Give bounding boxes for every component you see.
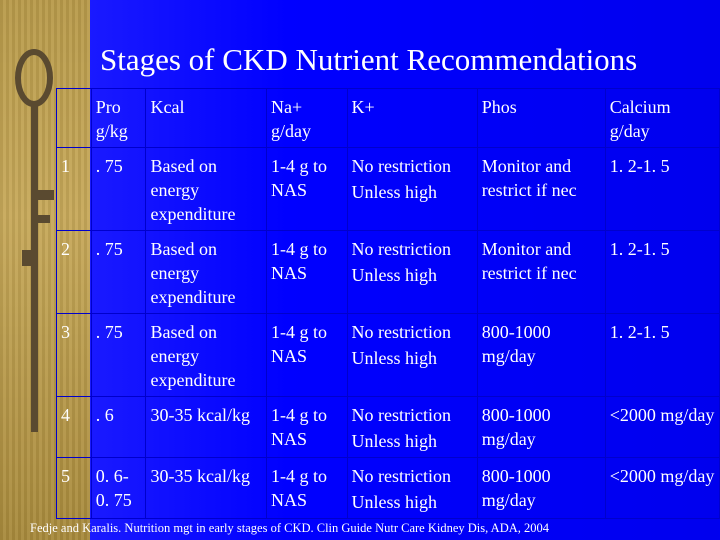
kcal-cell: 30-35 kcal/kg [145,396,268,458]
potassium-cell: No restriction Unless high [346,230,478,314]
potassium-condition: Unless high [351,265,438,285]
potassium-cell: No restriction Unless high [346,457,478,519]
potassium-cell: No restriction Unless high [346,313,478,397]
phos-cell: 800-1000 mg/day [476,457,606,519]
table-row: 2. 75 Based on energy expenditure 1-4 g to… [56,230,720,314]
potassium-cell: No restriction Unless high [346,147,478,231]
header-cell [56,88,92,148]
phos-cell: 800-1000 mg/day [476,313,606,397]
key-icon [15,49,54,432]
potassium-condition: Unless high [351,431,438,451]
header-cell: Kcal [145,88,268,148]
kcal-cell: 30-35 kcal/kg [145,457,268,519]
pro-cell: . 6 [90,396,147,458]
table-row: 3. 75 Based on energy expenditure 1-4 g to… [56,313,720,397]
citation-footer: Fedje and Karalis. Nutrition mgt in earl… [30,521,550,535]
ca-cell: 1. 2-1. 5 [604,313,720,397]
kcal-cell: Based on energy expenditure [145,313,268,397]
phos-cell: Monitor and restrict if nec [476,147,606,231]
ca-cell: 1. 2-1. 5 [604,147,720,231]
potassium-condition: Unless high [351,348,438,368]
ca-cell: <2000 mg/day [604,457,720,519]
header-cell: Calcium g/day [604,88,720,148]
ca-cell: <2000 mg/day [604,396,720,458]
table-row: 5 0. 6-0. 75 30-35 kcal/kg 1-4 g to NAS No r… [56,457,720,519]
potassium-condition: Unless high [351,492,438,512]
potassium-condition: Unless high [351,182,438,202]
potassium-restriction: No restriction [351,322,451,342]
na-cell: 1-4 g to NAS [266,313,348,397]
table-row: 4. 6 30-35 kcal/kg 1-4 g to NAS No restrict… [56,396,720,458]
ca-cell: 1. 2-1. 5 [604,230,720,314]
kcal-cell: Based on energy expenditure [145,147,268,231]
header-cell: Na+ g/day [266,88,348,148]
pro-cell: 0. 6-0. 75 [90,457,147,519]
potassium-restriction: No restriction [351,239,451,259]
potassium-cell: No restriction Unless high [346,396,478,458]
table-header-row: Pro g/kg Kcal Na+ g/day K+ Phos Calcium g/day [56,88,720,148]
phos-cell: Monitor and restrict if nec [476,230,606,314]
stage-cell: 5 [56,457,92,519]
nutrient-table: Pro g/kg Kcal Na+ g/day K+ Phos Calcium g/day 1. … [56,88,720,519]
header-cell: Pro g/kg [90,88,147,148]
potassium-restriction: No restriction [351,405,451,425]
potassium-restriction: No restriction [351,466,451,486]
table-row: 1. 75 Based on energy expenditure 1-4 g to… [56,147,720,231]
slide-title: Stages of CKD Nutrient Recommendations [100,42,638,77]
potassium-restriction: No restriction [351,156,451,176]
header-cell: K+ [346,88,478,148]
na-cell: 1-4 g to NAS [266,147,348,231]
stage-cell: 4 [56,396,92,458]
pro-cell: . 75 [90,313,147,397]
stage-cell: 2 [56,230,92,314]
stage-cell: 3 [56,313,92,397]
kcal-cell: Based on energy expenditure [145,230,268,314]
pro-cell: . 75 [90,147,147,231]
header-cell: Phos [476,88,606,148]
na-cell: 1-4 g to NAS [266,396,348,458]
na-cell: 1-4 g to NAS [266,457,348,519]
phos-cell: 800-1000 mg/day [476,396,606,458]
na-cell: 1-4 g to NAS [266,230,348,314]
pro-cell: . 75 [90,230,147,314]
stage-cell: 1 [56,147,92,231]
